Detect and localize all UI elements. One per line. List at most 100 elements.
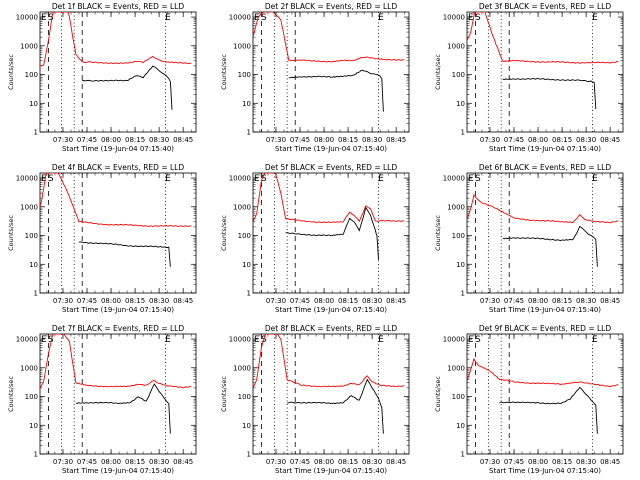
- chart-panel-3f: Det 3f BLACK = Events, RED = LLD 1 10 100 10…: [434, 2, 624, 153]
- y-tick-label: 10000: [229, 336, 251, 344]
- x-tick-label: 08:45: [386, 458, 406, 466]
- x-axis-label: Start Time (19-Jun-04 07:15:40): [489, 145, 601, 153]
- events-series-line: [287, 378, 384, 434]
- y-tick-label: 10000: [229, 14, 251, 22]
- x-tick-label: 08:15: [125, 458, 145, 466]
- marker-e-start: E: [41, 13, 47, 23]
- y-tick-label: 100: [452, 393, 465, 401]
- x-tick-label: 08:45: [600, 458, 620, 466]
- panel-title: Det 3f BLACK = Events, RED = LLD: [479, 2, 612, 11]
- y-tick-label: 10000: [443, 175, 465, 183]
- marker-s: S: [261, 13, 267, 23]
- x-tick-label: 07:45: [504, 458, 524, 466]
- marker-e-start: E: [254, 13, 260, 23]
- marker-e-start: E: [468, 174, 474, 184]
- x-axis-label: Start Time (19-Jun-04 07:15:40): [489, 467, 601, 475]
- plot-frame: [39, 333, 197, 455]
- lld-series-line: [40, 12, 192, 67]
- y-tick-label: 1000: [447, 364, 465, 372]
- x-tick-label: 08:15: [552, 136, 572, 144]
- y-tick-label: 10000: [443, 336, 465, 344]
- x-axis-label: Start Time (19-Jun-04 07:15:40): [62, 467, 174, 475]
- y-tick-label: 1: [34, 129, 38, 137]
- x-tick-label: 08:30: [149, 458, 169, 466]
- x-tick-label: 08:15: [552, 458, 572, 466]
- x-tick-label: 08:30: [576, 458, 596, 466]
- panel-title: Det 5f BLACK = Events, RED = LLD: [265, 163, 398, 172]
- y-tick-label: 10: [242, 261, 251, 269]
- lld-series-line: [40, 173, 192, 227]
- x-tick-label: 07:45: [290, 297, 310, 305]
- x-axis-label: Start Time (19-Jun-04 07:15:40): [62, 145, 174, 153]
- x-tick-label: 08:30: [362, 136, 382, 144]
- y-axis-label: Counts/sec: [434, 376, 442, 412]
- x-tick-label: 08:30: [362, 458, 382, 466]
- y-tick-label: 10000: [443, 14, 465, 22]
- y-tick-label: 100: [238, 232, 251, 240]
- y-axis-label: Counts/sec: [434, 54, 442, 90]
- x-tick-label: 08:45: [173, 136, 193, 144]
- marker-e-start: E: [41, 335, 47, 345]
- lld-series-line: [467, 357, 619, 388]
- y-tick-label: 1000: [233, 42, 251, 50]
- x-tick-label: 08:00: [101, 136, 121, 144]
- y-tick-label: 1: [461, 129, 465, 137]
- plot-frame: [252, 333, 410, 455]
- chart-panel-6f: Det 6f BLACK = Events, RED = LLD 1 10 100 10…: [434, 163, 624, 314]
- y-tick-label: 10000: [16, 14, 38, 22]
- x-tick-label: 07:30: [266, 136, 286, 144]
- x-tick-label: 07:30: [480, 297, 500, 305]
- marker-e-end: E: [165, 335, 171, 345]
- x-axis-label: Start Time (19-Jun-04 07:15:40): [275, 145, 387, 153]
- x-tick-label: 08:00: [528, 136, 548, 144]
- x-tick-label: 08:15: [338, 136, 358, 144]
- y-tick-label: 1: [247, 451, 251, 459]
- plot-frame: [466, 172, 624, 294]
- chart-panel-1f: Det 1f BLACK = Events, RED = LLD 1 10 100 10…: [7, 2, 197, 153]
- x-tick-label: 07:45: [290, 136, 310, 144]
- plot-frame: [466, 333, 624, 455]
- y-axis-label: Counts/sec: [7, 376, 15, 412]
- y-tick-label: 1: [461, 290, 465, 298]
- y-tick-label: 10: [29, 422, 38, 430]
- x-tick-label: 08:00: [528, 297, 548, 305]
- marker-s: S: [475, 13, 481, 23]
- marker-s: S: [48, 174, 54, 184]
- x-axis-label: Start Time (19-Jun-04 07:15:40): [275, 306, 387, 314]
- x-tick-label: 07:30: [266, 297, 286, 305]
- y-tick-label: 1: [247, 290, 251, 298]
- y-tick-label: 1000: [233, 203, 251, 211]
- lld-series-line: [467, 12, 619, 64]
- x-tick-label: 07:45: [504, 136, 524, 144]
- x-tick-label: 07:30: [53, 458, 73, 466]
- x-tick-label: 08:45: [173, 458, 193, 466]
- plot-frame: [39, 172, 197, 294]
- y-tick-label: 1: [247, 129, 251, 137]
- y-axis-label: Counts/sec: [7, 215, 15, 251]
- y-tick-label: 1000: [20, 203, 38, 211]
- events-series-line: [82, 65, 173, 110]
- y-tick-label: 1000: [20, 42, 38, 50]
- events-series-line: [502, 225, 598, 267]
- panel-title: Det 2f BLACK = Events, RED = LLD: [265, 2, 398, 11]
- x-tick-label: 08:00: [314, 297, 334, 305]
- x-tick-label: 08:15: [338, 458, 358, 466]
- y-tick-label: 1: [34, 451, 38, 459]
- x-axis-label: Start Time (19-Jun-04 07:15:40): [275, 467, 387, 475]
- y-tick-label: 1000: [447, 42, 465, 50]
- chart-panel-4f: Det 4f BLACK = Events, RED = LLD 1 10 100 10…: [7, 163, 197, 314]
- lld-series-line: [467, 193, 619, 224]
- x-tick-label: 07:45: [77, 458, 97, 466]
- plot-frame: [252, 172, 410, 294]
- y-axis-label: Counts/sec: [7, 54, 15, 90]
- y-tick-label: 100: [25, 393, 38, 401]
- events-series-line: [75, 383, 171, 434]
- y-axis-label: Counts/sec: [220, 376, 228, 412]
- marker-e-end: E: [592, 335, 598, 345]
- x-tick-label: 08:45: [386, 136, 406, 144]
- x-axis-label: Start Time (19-Jun-04 07:15:40): [62, 306, 174, 314]
- marker-e-start: E: [41, 174, 47, 184]
- chart-panel-9f: Det 9f BLACK = Events, RED = LLD 1 10 100 10…: [434, 324, 624, 475]
- marker-s: S: [475, 174, 481, 184]
- x-tick-label: 08:30: [576, 297, 596, 305]
